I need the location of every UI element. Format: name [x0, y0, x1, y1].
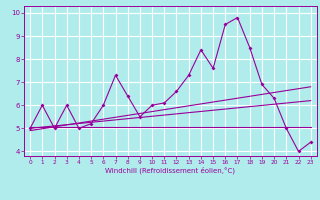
X-axis label: Windchill (Refroidissement éolien,°C): Windchill (Refroidissement éolien,°C): [105, 167, 236, 174]
